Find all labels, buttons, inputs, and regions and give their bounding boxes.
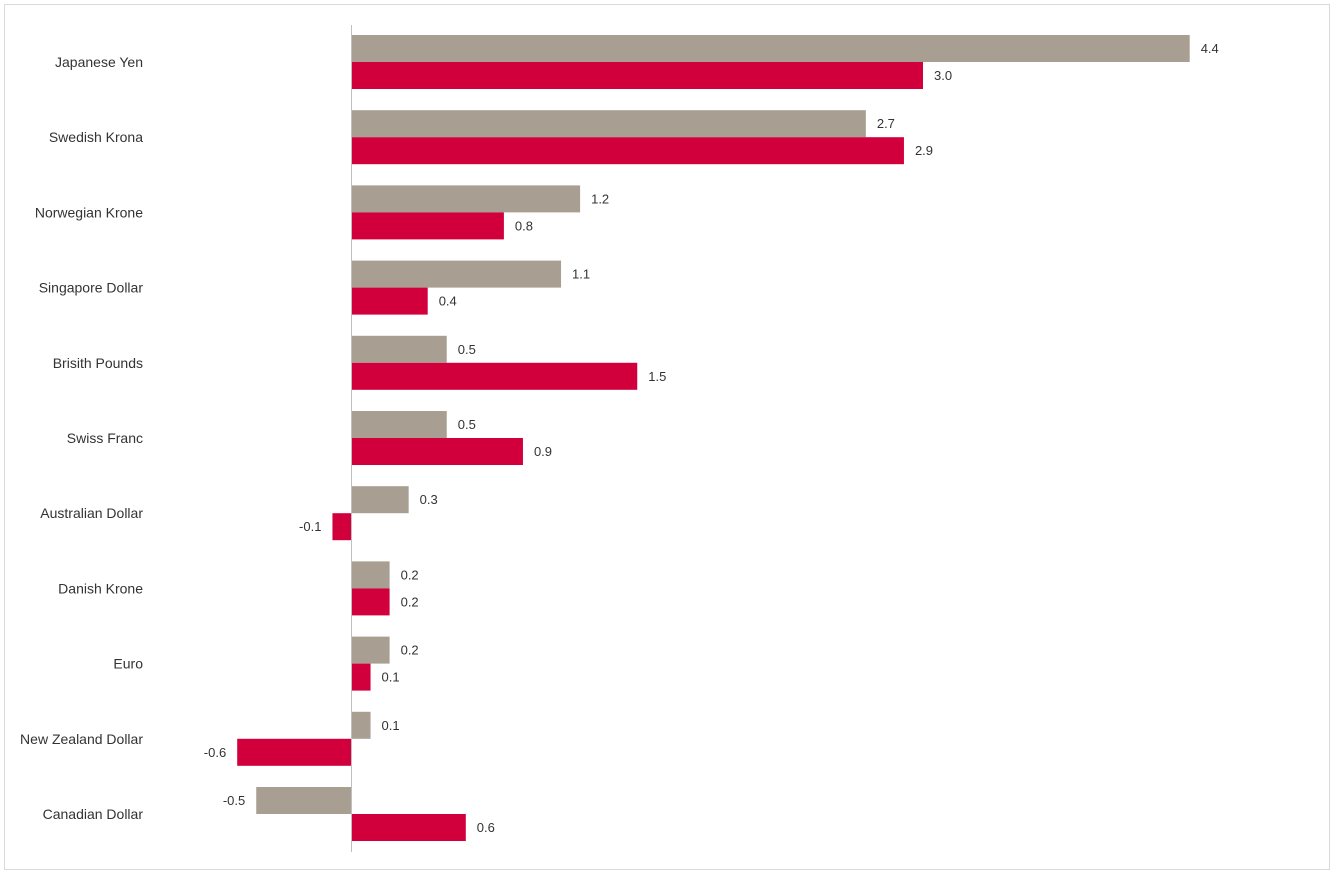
value-label-series-1: 4.4 [1201, 41, 1219, 56]
value-label-series-2: 0.1 [382, 670, 400, 685]
bar-series-1 [256, 787, 352, 814]
value-label-series-1: -0.5 [223, 793, 245, 808]
value-label-series-1: 0.2 [401, 567, 419, 582]
value-label-series-2: 0.6 [477, 820, 495, 835]
bar-series-2 [351, 663, 371, 691]
value-label-series-1: 2.7 [877, 116, 895, 131]
bar-series-2 [351, 137, 904, 165]
value-label-series-1: 0.5 [458, 342, 476, 357]
value-label-series-2: -0.1 [299, 519, 321, 534]
category-label: Singapore Dollar [39, 280, 144, 296]
bar-series-1 [351, 110, 866, 138]
value-label-series-1: 0.1 [382, 718, 400, 733]
category-label: Japanese Yen [55, 54, 143, 70]
bar-series-2 [351, 814, 466, 841]
category-label: Brisith Pounds [53, 355, 143, 371]
value-label-series-1: 0.5 [458, 417, 476, 432]
value-label-series-2: 1.5 [648, 369, 666, 384]
bar-series-1 [351, 411, 447, 438]
bar-series-1 [351, 35, 1190, 62]
bar-series-2 [351, 362, 638, 390]
value-label-series-2: 0.9 [534, 444, 552, 459]
value-label-series-2: -0.6 [204, 745, 226, 760]
bar-series-1 [351, 260, 562, 288]
bar-series-1 [351, 486, 409, 514]
category-label: Euro [113, 656, 143, 672]
value-label-series-2: 3.0 [934, 68, 952, 83]
bar-series-1 [351, 335, 447, 363]
category-label: Canadian Dollar [43, 806, 144, 822]
bar-series-2 [351, 438, 523, 465]
bar-series-1 [351, 561, 390, 589]
value-label-series-2: 0.4 [439, 294, 457, 309]
value-label-series-2: 0.8 [515, 218, 533, 233]
bar-series-2 [351, 287, 428, 315]
bar-series-1 [351, 711, 371, 739]
value-labels: 4.4 3.0 2.7 2.9 1.2 0.8 1.1 0.4 0.5 1.5 0.5 0.9 0.3 -… [204, 41, 1219, 835]
bar-series-2 [351, 588, 390, 616]
category-labels: Japanese Yen Swedish Krona Norwegian Krone… [20, 54, 143, 822]
category-label: Swiss Franc [67, 430, 143, 446]
category-label: Swedish Krona [49, 129, 143, 145]
value-label-series-1: 0.2 [401, 643, 419, 658]
value-label-series-1: 1.1 [572, 267, 590, 282]
bar-series-2 [351, 212, 504, 240]
bars-layer [237, 35, 1190, 841]
value-label-series-1: 1.2 [591, 191, 609, 206]
category-label: Norwegian Krone [35, 204, 143, 220]
bar-series-1 [351, 185, 581, 213]
category-label: Danish Krone [58, 580, 143, 596]
value-label-series-2: 2.9 [915, 143, 933, 158]
category-label: New Zealand Dollar [20, 731, 143, 747]
value-label-series-2: 0.2 [401, 594, 419, 609]
value-label-series-1: 0.3 [420, 492, 438, 507]
bar-series-2 [332, 513, 352, 541]
category-label: Australian Dollar [40, 505, 143, 521]
bar-series-2 [351, 62, 923, 89]
bar-series-2 [237, 738, 352, 766]
bar-series-1 [351, 636, 390, 664]
